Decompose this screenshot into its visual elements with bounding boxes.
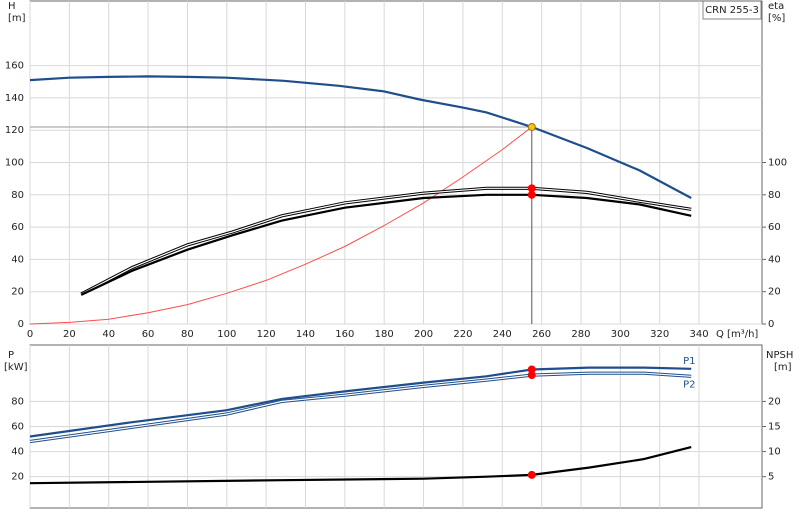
x-tick-label: 120 <box>257 329 276 340</box>
y2-tick-label: 100 <box>768 158 787 169</box>
y2-tick-label: 60 <box>768 222 781 233</box>
x-tick-label: 300 <box>611 329 630 340</box>
y2-tick-label: 10 <box>768 447 781 458</box>
series-line <box>29 366 692 438</box>
y-tick-label: 120 <box>5 125 24 136</box>
x-tick-label: 200 <box>414 329 433 340</box>
x-tick-label: 180 <box>375 329 394 340</box>
y-unit: [m] <box>8 13 26 24</box>
operating-point <box>527 122 536 131</box>
y-tick-label: 160 <box>5 61 24 72</box>
x-tick-label: 260 <box>532 329 551 340</box>
series-line <box>29 75 692 199</box>
y2-label: eta <box>768 1 784 12</box>
x-tick-label: 280 <box>571 329 590 340</box>
y-tick-label: 60 <box>11 222 24 233</box>
y-tick-label: 40 <box>11 254 24 265</box>
y2-label: NPSH <box>766 350 793 361</box>
x-label: Q [m³/h] <box>716 329 758 340</box>
x-tick-label: 340 <box>689 329 708 340</box>
series-line-inner <box>29 372 692 443</box>
series-line <box>80 193 692 296</box>
y-tick-label: 100 <box>5 158 24 169</box>
y-tick-label: 0 <box>18 319 24 330</box>
x-tick-label: 40 <box>102 329 115 340</box>
series-label: P2 <box>683 379 695 390</box>
series-line <box>29 446 692 485</box>
y-tick-label: 80 <box>11 396 24 407</box>
y2-tick-label: 80 <box>768 190 781 201</box>
y2-tick-label: 20 <box>768 287 781 298</box>
y2-tick-label: 0 <box>768 319 774 330</box>
y2-tick-label: 15 <box>768 422 781 433</box>
operating-point <box>527 190 536 199</box>
y2-tick-label: 5 <box>768 472 774 483</box>
series-line <box>29 126 533 325</box>
series-label: P1 <box>683 356 695 367</box>
annotation: CRN 255-3 <box>705 5 759 16</box>
y-unit: [kW] <box>4 362 28 373</box>
x-tick-label: 60 <box>142 329 155 340</box>
y-tick-label: 60 <box>11 422 24 433</box>
operating-point <box>527 184 536 193</box>
y2-unit: [%] <box>768 13 785 24</box>
y-label: H <box>8 1 16 12</box>
operating-point <box>527 470 536 479</box>
x-tick-label: 100 <box>217 329 236 340</box>
x-tick-label: 160 <box>335 329 354 340</box>
y-label: P <box>8 350 14 361</box>
y-tick-label: 20 <box>11 287 24 298</box>
y-tick-label: 20 <box>11 472 24 483</box>
x-tick-label: 240 <box>493 329 512 340</box>
x-tick-label: 140 <box>296 329 315 340</box>
y-tick-label: 40 <box>11 447 24 458</box>
y-tick-label: 80 <box>11 190 24 201</box>
operating-point <box>527 371 536 380</box>
series-line-inner <box>80 187 692 295</box>
x-tick-label: 20 <box>63 329 76 340</box>
y-tick-label: 140 <box>5 93 24 104</box>
y2-tick-label: 20 <box>768 396 781 407</box>
x-tick-label: 320 <box>650 329 669 340</box>
x-tick-label: 80 <box>181 329 194 340</box>
x-tick-label: 220 <box>453 329 472 340</box>
x-tick-label: 0 <box>27 329 33 340</box>
y2-tick-label: 40 <box>768 254 781 265</box>
y2-unit: [m] <box>774 362 792 373</box>
